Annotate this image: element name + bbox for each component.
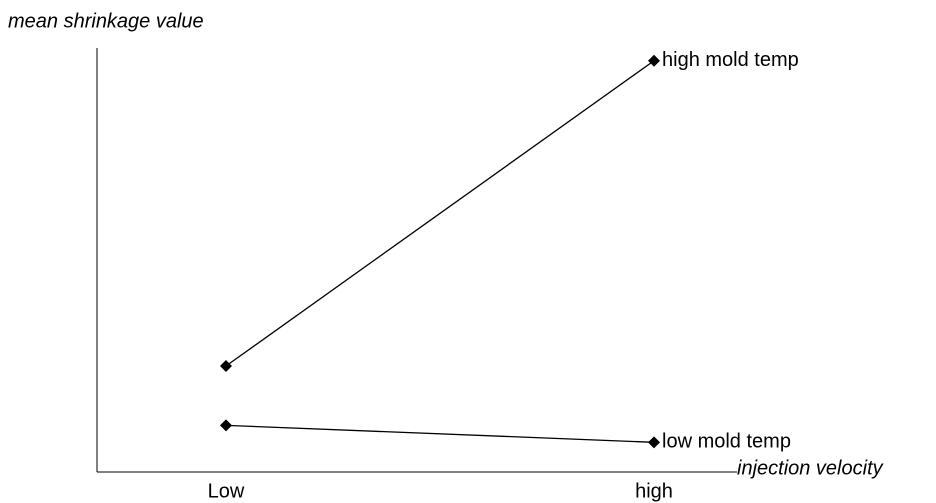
series-line <box>225 60 655 367</box>
x-axis-label: injection velocity <box>737 457 884 479</box>
marker <box>648 436 660 449</box>
series-line <box>225 424 655 443</box>
marker <box>220 360 232 372</box>
series-label: low mold temp <box>662 431 791 453</box>
marker <box>220 419 232 432</box>
x-tick-label: Low <box>208 480 245 502</box>
y-axis-label: mean shrinkage value <box>8 10 204 32</box>
marker <box>648 54 660 67</box>
series-label: high mold temp <box>662 49 799 71</box>
x-tick-label: high <box>635 480 673 502</box>
